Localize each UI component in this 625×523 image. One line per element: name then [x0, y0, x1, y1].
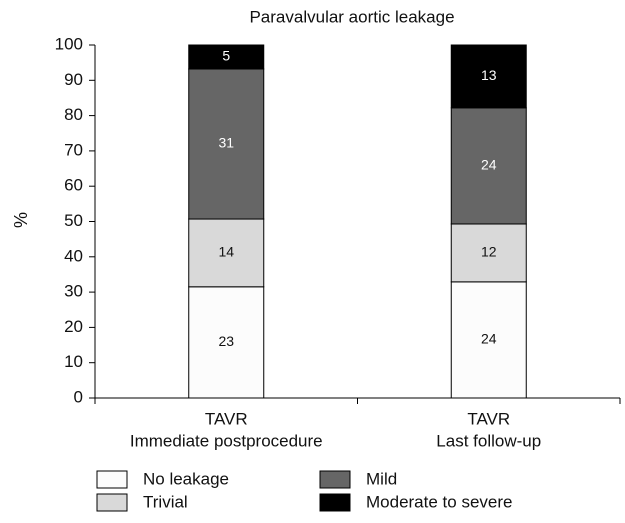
y-tick-label: 80 [64, 105, 83, 124]
legend-swatch [319, 470, 351, 489]
y-tick-label: 60 [64, 176, 83, 195]
data-label: 23 [218, 333, 234, 349]
x-tick-label: TAVR [467, 409, 510, 428]
data-label: 14 [218, 244, 234, 260]
legend-swatch [96, 493, 128, 512]
x-tick-label: TAVR [205, 409, 248, 428]
bar-segment [450, 44, 527, 109]
bar-segment [188, 68, 265, 220]
data-label: 24 [481, 331, 497, 347]
legend-label: No leakage [143, 469, 229, 488]
bar-segment [188, 286, 265, 399]
data-label: 12 [481, 244, 497, 260]
legend-label: Trivial [143, 492, 188, 511]
data-label: 31 [218, 135, 234, 151]
legend-label: Mild [366, 469, 397, 488]
bar-segment [450, 281, 527, 399]
y-tick-label: 100 [55, 34, 83, 53]
bar-segment [188, 44, 265, 70]
legend-label: Moderate to severe [366, 492, 512, 511]
legend-swatch [319, 493, 351, 512]
data-label: 13 [481, 67, 497, 83]
data-label: 5 [222, 48, 230, 64]
x-tick-label: Last follow-up [436, 431, 541, 450]
data-label: 24 [481, 157, 497, 173]
x-tick-label: Immediate postprocedure [130, 431, 323, 450]
y-tick-label: 50 [64, 211, 83, 230]
y-tick-label: 70 [64, 140, 83, 159]
bar-segment [188, 218, 265, 288]
y-tick-label: 20 [64, 317, 83, 336]
bar-segment [450, 223, 527, 283]
y-tick-label: 10 [64, 352, 83, 371]
y-axis-label: % [11, 212, 31, 228]
y-tick-label: 90 [64, 70, 83, 89]
y-tick-label: 0 [74, 387, 83, 406]
legend-swatch [96, 470, 128, 489]
y-tick-label: 40 [64, 246, 83, 265]
chart-title: Paravalvular aortic leakage [249, 7, 454, 26]
bar-segment [450, 107, 527, 225]
y-tick-label: 30 [64, 282, 83, 301]
